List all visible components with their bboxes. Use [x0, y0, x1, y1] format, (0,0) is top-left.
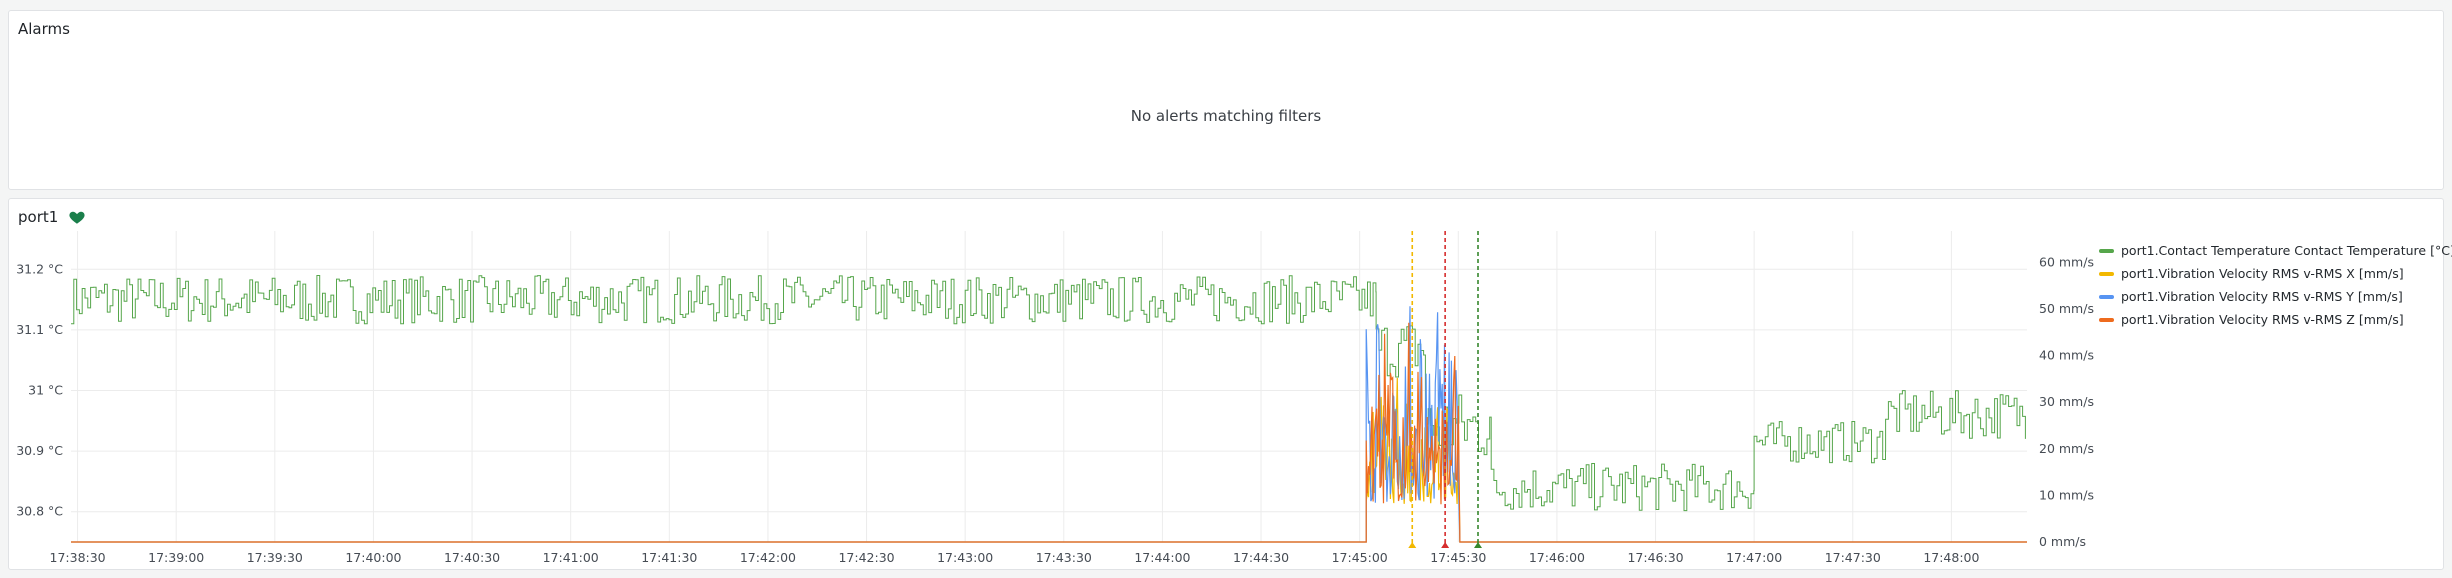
annotation-marker-arrow: [1474, 542, 1483, 548]
x-tick-label: 17:43:30: [1036, 550, 1092, 565]
legend-item[interactable]: port1.Vibration Velocity RMS v-RMS X [mm…: [2099, 262, 2452, 285]
annotation-marker-arrow: [1408, 542, 1417, 548]
timeseries-chart[interactable]: 17:38:30 17:39:00 17:39:30 17:40:00 17:40:30…: [9, 199, 2445, 571]
y-right-tick-label: 60 mm/s: [2039, 254, 2094, 269]
y-right-tick-label: 20 mm/s: [2039, 441, 2094, 456]
port1-panel: port1 17:38:30 17:39:00 17:39:30 17:40:00 17…: [8, 198, 2452, 571]
y-right-tick-label: 30 mm/s: [2039, 394, 2094, 409]
x-tick-label: 17:47:00: [1726, 550, 1782, 565]
x-tick-label: 17:45:30: [1430, 550, 1486, 565]
legend-item[interactable]: port1.Vibration Velocity RMS v-RMS Y [mm…: [2099, 285, 2452, 308]
x-tick-label: 17:41:00: [543, 550, 599, 565]
x-tick-label: 17:45:00: [1332, 550, 1388, 565]
x-tick-label: 17:47:30: [1825, 550, 1881, 565]
y-right-tick-label: 50 mm/s: [2039, 301, 2094, 316]
alarms-title[interactable]: Alarms: [18, 20, 70, 38]
y-left-tick-label: 30.8 °C: [16, 504, 63, 519]
legend-item[interactable]: port1.Contact Temperature Contact Temper…: [2099, 239, 2452, 262]
legend-item[interactable]: port1.Vibration Velocity RMS v-RMS Z [mm…: [2099, 308, 2452, 331]
x-tick-label: 17:42:30: [838, 550, 894, 565]
x-tick-label: 17:48:00: [1923, 550, 1979, 565]
x-tick-label: 17:44:30: [1233, 550, 1289, 565]
x-tick-label: 17:40:00: [345, 550, 401, 565]
heart-icon: [69, 211, 85, 224]
chart-legend: port1.Contact Temperature Contact Temper…: [2099, 239, 2452, 331]
y-right-tick-label: 40 mm/s: [2039, 348, 2094, 363]
y-right-tick-label: 0 mm/s: [2039, 534, 2086, 549]
legend-swatch: [2099, 248, 2114, 253]
y-left-tick-label: 31.1 °C: [16, 322, 63, 337]
x-tick-label: 17:39:00: [148, 550, 204, 565]
vibration-series-line-1: [71, 377, 2027, 543]
y-left-tick-label: 31.2 °C: [16, 261, 63, 276]
x-tick-label: 17:38:30: [50, 550, 106, 565]
legend-swatch: [2099, 271, 2114, 276]
temperature-series-line: [71, 275, 2026, 512]
alarms-empty-message: No alerts matching filters: [1130, 107, 1322, 125]
alarms-panel: Alarms No alerts matching filters: [8, 10, 2444, 190]
legend-label: port1.Contact Temperature Contact Temper…: [2121, 243, 2452, 258]
x-tick-label: 17:43:00: [937, 550, 993, 565]
x-tick-label: 17:46:30: [1627, 550, 1683, 565]
x-tick-label: 17:44:00: [1134, 550, 1190, 565]
x-tick-label: 17:39:30: [247, 550, 303, 565]
legend-label: port1.Vibration Velocity RMS v-RMS Z [mm…: [2121, 312, 2404, 327]
y-left-tick-label: 31 °C: [28, 383, 63, 398]
legend-label: port1.Vibration Velocity RMS v-RMS X [mm…: [2121, 266, 2404, 281]
x-tick-label: 17:42:00: [740, 550, 796, 565]
legend-swatch: [2099, 294, 2114, 299]
legend-label: port1.Vibration Velocity RMS v-RMS Y [mm…: [2121, 289, 2403, 304]
port1-title[interactable]: port1: [18, 208, 59, 226]
x-tick-label: 17:46:00: [1529, 550, 1585, 565]
vibration-series-line-2: [71, 306, 2027, 543]
x-tick-label: 17:41:30: [641, 550, 697, 565]
legend-swatch: [2099, 317, 2114, 322]
y-right-tick-label: 10 mm/s: [2039, 487, 2094, 502]
vibration-series-line-3: [71, 322, 2027, 543]
annotation-marker-arrow: [1441, 542, 1450, 548]
x-tick-label: 17:40:30: [444, 550, 500, 565]
y-left-tick-label: 30.9 °C: [16, 443, 63, 458]
